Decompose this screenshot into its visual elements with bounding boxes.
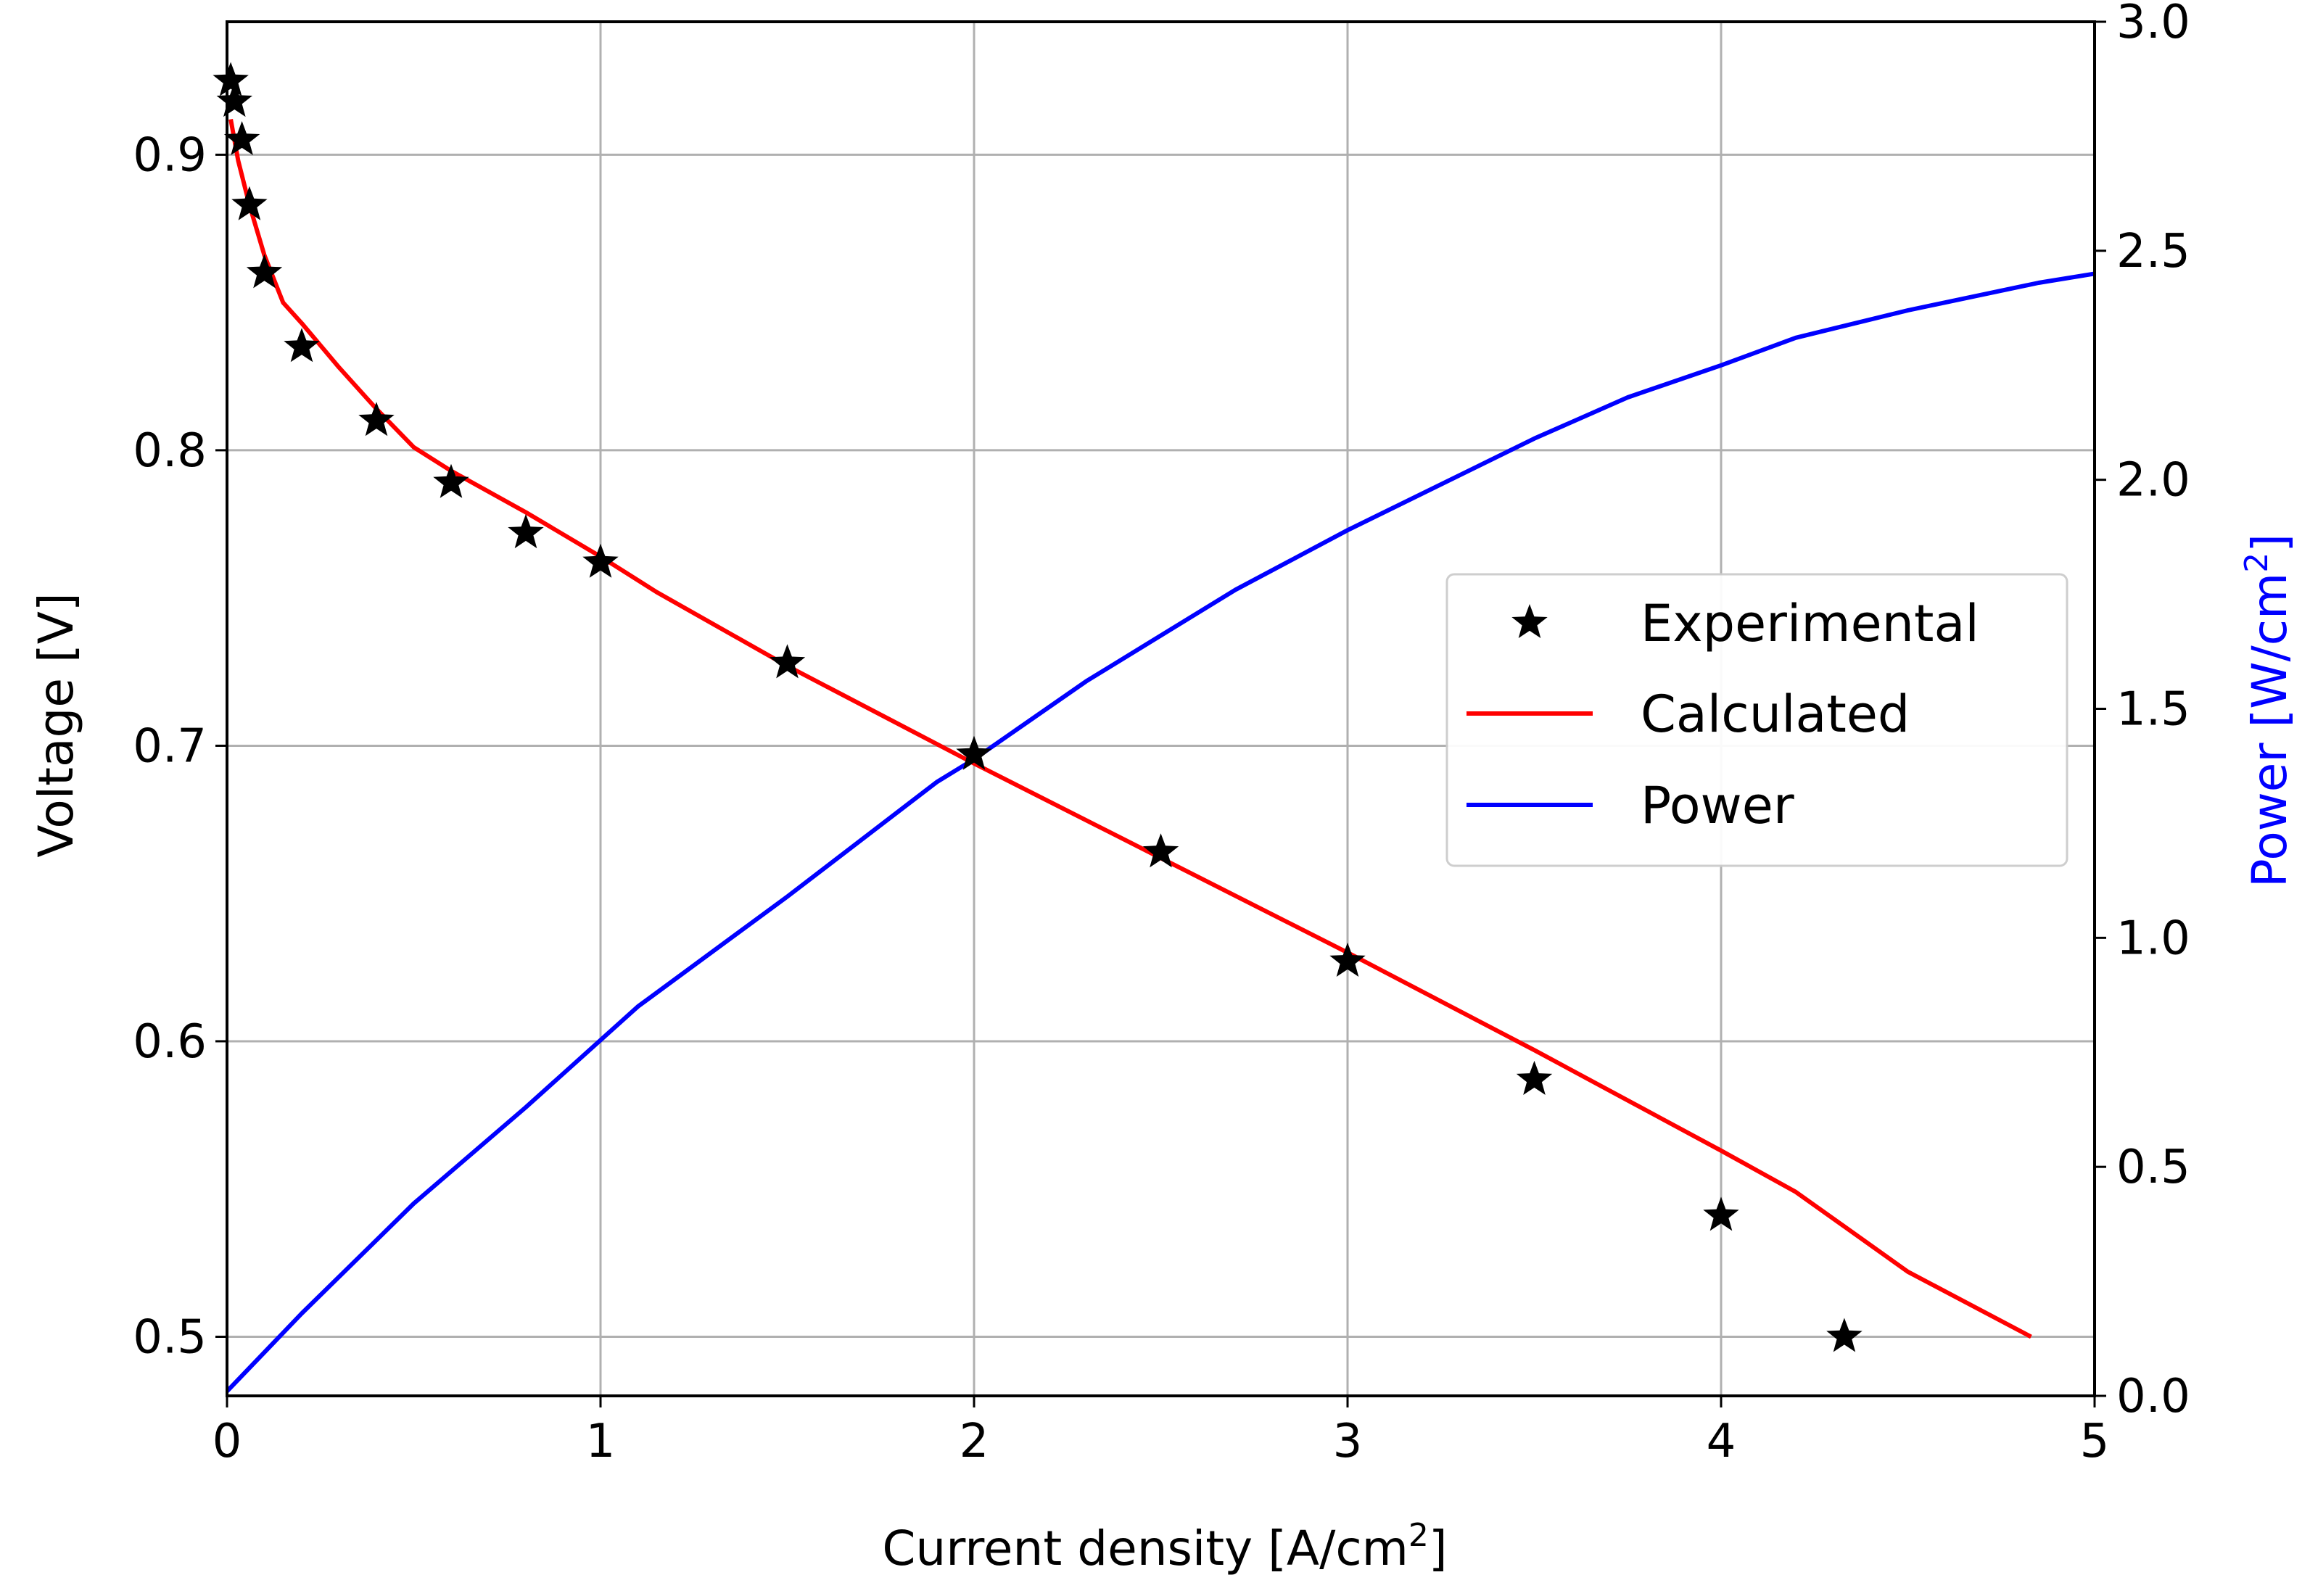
experimental-series xyxy=(213,62,1863,1352)
x-tick-label: 1 xyxy=(586,1415,616,1468)
power-series xyxy=(225,271,2095,1393)
legend-experimental-star-icon xyxy=(1511,604,1548,638)
y2-tick-label: 2.0 xyxy=(2116,454,2190,508)
y2-tick-label: 0.0 xyxy=(2116,1370,2190,1423)
experimental-point xyxy=(1703,1196,1739,1231)
y-axis-title: Voltage [V] xyxy=(28,592,84,857)
experimental-point xyxy=(284,328,320,363)
experimental-point xyxy=(508,514,544,549)
experimental-point xyxy=(231,186,268,220)
experimental-point xyxy=(582,543,619,578)
x-axis-title: Current density [A/cm2] xyxy=(882,1517,1447,1576)
y-axis-ticks: 0.5 0.6 0.7 0.8 0.9 xyxy=(133,128,227,1364)
y-tick-label: 0.6 xyxy=(133,1015,207,1069)
y2-tick-label: 1.0 xyxy=(2116,911,2190,965)
y-tick-label: 0.8 xyxy=(133,424,207,478)
y2-axis-title: Power [W/cm2] xyxy=(2238,534,2298,888)
experimental-point xyxy=(216,83,252,117)
experimental-point xyxy=(1826,1318,1863,1352)
x-axis-title-sup: 2 xyxy=(1408,1517,1429,1554)
grid xyxy=(226,22,2096,1396)
x-tick-label: 5 xyxy=(2080,1415,2110,1468)
x-axis-ticks: 0 1 2 3 4 5 xyxy=(213,1396,2110,1468)
experimental-point xyxy=(1142,833,1179,868)
power-line xyxy=(225,271,2095,1393)
legend: Experimental Calculated Power xyxy=(1445,573,2068,867)
experimental-point xyxy=(1516,1060,1553,1095)
experimental-point xyxy=(433,463,469,498)
y2-axis-ticks: 0.0 0.5 1.0 1.5 2.0 2.5 3.0 xyxy=(2095,0,2190,1423)
legend-calculated-label: Calculated xyxy=(1641,685,1910,744)
experimental-point xyxy=(956,735,992,770)
legend-experimental-label: Experimental xyxy=(1641,594,1979,653)
x-tick-label: 2 xyxy=(960,1415,989,1468)
y2-tick-label: 1.5 xyxy=(2116,683,2190,737)
legend-box xyxy=(1445,573,2068,867)
experimental-point xyxy=(769,644,806,679)
x-tick-label: 4 xyxy=(1707,1415,1736,1468)
calculated-series xyxy=(228,118,2032,1339)
y2-tick-label: 2.5 xyxy=(2116,225,2190,278)
y2-axis-title-sup: 2 xyxy=(2238,553,2275,573)
x-tick-label: 3 xyxy=(1333,1415,1363,1468)
experimental-point xyxy=(223,121,260,155)
y-tick-label: 0.7 xyxy=(133,719,207,773)
experimental-point xyxy=(358,402,395,437)
legend-power-label: Power xyxy=(1641,776,1794,835)
experimental-point xyxy=(213,62,249,96)
y2-tick-label: 0.5 xyxy=(2116,1141,2190,1194)
calculated-line xyxy=(228,118,2032,1339)
experimental-point xyxy=(1329,942,1366,977)
y-tick-label: 0.5 xyxy=(133,1310,207,1364)
experimental-point xyxy=(246,254,283,289)
y2-tick-label: 3.0 xyxy=(2116,0,2190,49)
x-tick-label: 0 xyxy=(213,1415,242,1468)
y-tick-label: 0.9 xyxy=(133,128,207,182)
